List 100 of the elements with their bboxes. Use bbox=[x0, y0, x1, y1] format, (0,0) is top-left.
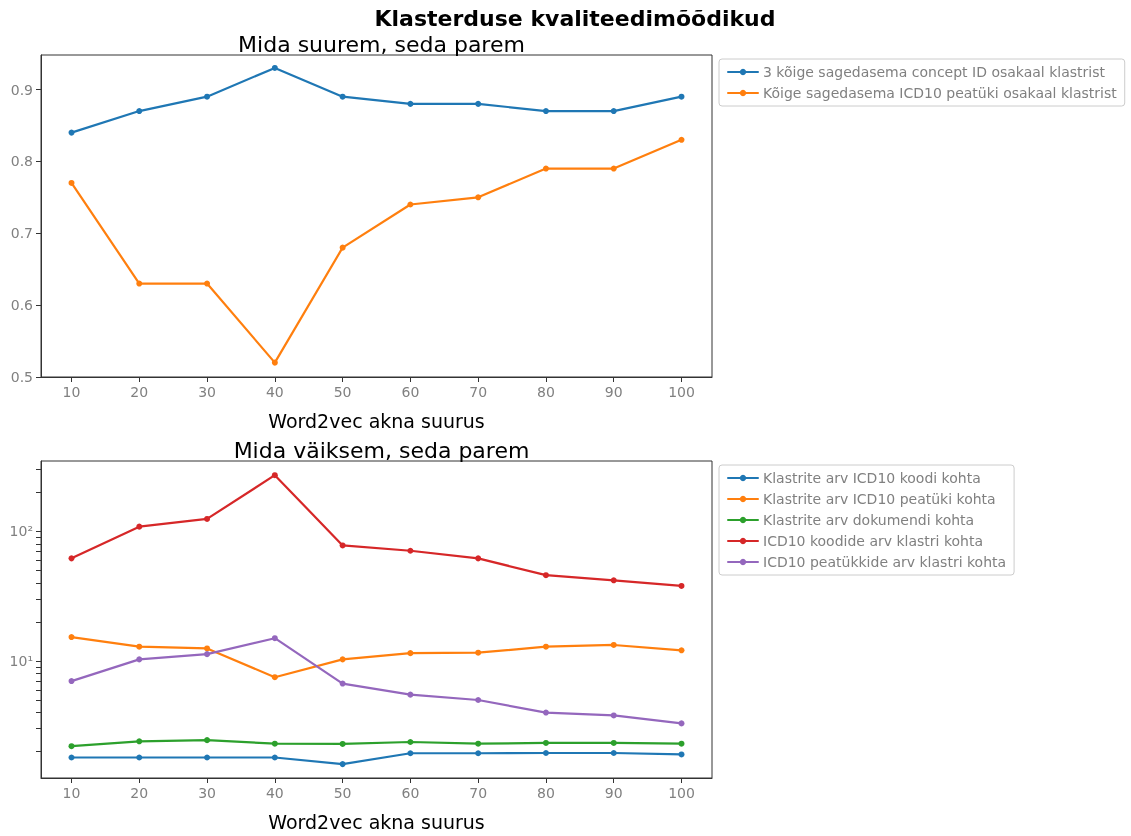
point bbox=[339, 656, 346, 663]
point bbox=[678, 751, 685, 758]
point bbox=[68, 634, 75, 641]
point bbox=[678, 647, 685, 654]
y-tick-label: 0.9 bbox=[10, 81, 33, 98]
y-tick-label: 0.8 bbox=[10, 153, 33, 170]
point bbox=[339, 93, 346, 100]
legend-label: ICD10 koodide arv klastri kohta bbox=[763, 533, 984, 549]
point bbox=[68, 678, 75, 685]
point bbox=[271, 754, 278, 761]
x-tick-label: 100 bbox=[668, 384, 695, 400]
point bbox=[407, 691, 414, 698]
point bbox=[610, 739, 617, 746]
point bbox=[204, 645, 211, 652]
point bbox=[136, 738, 143, 745]
x-tick-label: 40 bbox=[265, 384, 284, 400]
point bbox=[407, 547, 414, 554]
y-tick-label: 0.7 bbox=[10, 225, 33, 242]
y-tick-label: 10² bbox=[9, 523, 33, 540]
point bbox=[271, 740, 278, 747]
point bbox=[68, 743, 75, 750]
point bbox=[407, 100, 414, 107]
legend-label: ICD10 peatükkide arv klastri kohta bbox=[763, 554, 1007, 570]
point bbox=[610, 577, 617, 584]
point bbox=[475, 100, 482, 107]
point bbox=[339, 761, 346, 768]
point bbox=[204, 515, 211, 522]
x-tick-label: 30 bbox=[198, 384, 216, 400]
point bbox=[678, 582, 685, 589]
point bbox=[475, 555, 482, 562]
point bbox=[271, 635, 278, 642]
point bbox=[475, 740, 482, 747]
point bbox=[204, 651, 211, 658]
point bbox=[271, 359, 278, 366]
point bbox=[136, 643, 143, 650]
point bbox=[204, 280, 211, 287]
chart-title: Mida väiksem, seda parem bbox=[233, 437, 530, 463]
x-tick-label: 90 bbox=[604, 384, 623, 400]
x-tick-label: 70 bbox=[469, 785, 488, 801]
point bbox=[136, 656, 143, 663]
x-tick-label: 20 bbox=[130, 785, 149, 801]
point bbox=[339, 740, 346, 747]
legend-label: Kõige sagedasema ICD10 peatüki osakaal klastrist bbox=[763, 85, 1118, 101]
y-tick-label: 0.6 bbox=[10, 297, 34, 314]
point bbox=[542, 749, 549, 756]
point bbox=[407, 739, 414, 746]
point bbox=[204, 93, 211, 100]
x-tick-label: 40 bbox=[265, 785, 284, 801]
x-tick-label: 50 bbox=[333, 384, 352, 400]
x-tick-label: 60 bbox=[401, 785, 420, 801]
x-tick-label: 100 bbox=[668, 785, 695, 801]
point bbox=[68, 179, 75, 186]
x-tick-label: 10 bbox=[62, 785, 81, 801]
y-tick-label: 0.5 bbox=[10, 369, 33, 385]
point bbox=[339, 542, 346, 549]
chart-subtitle: Mida suurem, seda parem bbox=[238, 31, 525, 57]
point bbox=[68, 754, 75, 761]
point bbox=[136, 523, 143, 530]
point bbox=[204, 737, 211, 744]
point bbox=[271, 64, 278, 71]
point bbox=[475, 194, 482, 201]
x-tick-label: 80 bbox=[537, 384, 555, 400]
point bbox=[678, 136, 685, 143]
point bbox=[339, 680, 346, 687]
point bbox=[542, 643, 549, 650]
x-tick-label: 10 bbox=[62, 384, 81, 400]
point bbox=[271, 674, 278, 681]
point bbox=[271, 472, 278, 479]
x-tick-label: 70 bbox=[469, 384, 488, 400]
legend-label: Klastrite arv ICD10 koodi kohta bbox=[763, 470, 981, 486]
x-tick-label: 60 bbox=[401, 384, 420, 400]
point bbox=[542, 709, 549, 716]
point bbox=[610, 749, 617, 756]
x-tick-label: 50 bbox=[333, 785, 352, 801]
legend-label: Klastrite arv ICD10 peatüki kohta bbox=[763, 491, 996, 507]
x-tick-label: 80 bbox=[537, 785, 555, 801]
point bbox=[204, 754, 211, 761]
chart-title: Klasterduse kvaliteedimõõdikud bbox=[374, 5, 776, 31]
x-axis-title: Word2vec akna suurus bbox=[268, 409, 485, 432]
x-tick-label: 30 bbox=[198, 785, 216, 801]
point bbox=[542, 572, 549, 579]
legend-label: 3 kõige sagedasema concept ID osakaal klastrist bbox=[763, 64, 1106, 80]
point bbox=[542, 165, 549, 172]
point bbox=[339, 244, 346, 251]
point bbox=[610, 108, 617, 115]
x-axis-title: Word2vec akna suurus bbox=[268, 810, 485, 833]
point bbox=[407, 650, 414, 657]
legend-label: Klastrite arv dokumendi kohta bbox=[763, 512, 975, 528]
point bbox=[407, 750, 414, 757]
x-tick-label: 20 bbox=[130, 384, 149, 400]
point bbox=[610, 641, 617, 648]
point bbox=[475, 697, 482, 704]
point bbox=[475, 649, 482, 656]
point bbox=[136, 108, 143, 115]
x-tick-label: 90 bbox=[604, 785, 623, 801]
point bbox=[542, 739, 549, 746]
point bbox=[475, 750, 482, 757]
point bbox=[542, 108, 549, 115]
y-tick-label: 10¹ bbox=[9, 653, 33, 670]
point bbox=[407, 201, 414, 208]
